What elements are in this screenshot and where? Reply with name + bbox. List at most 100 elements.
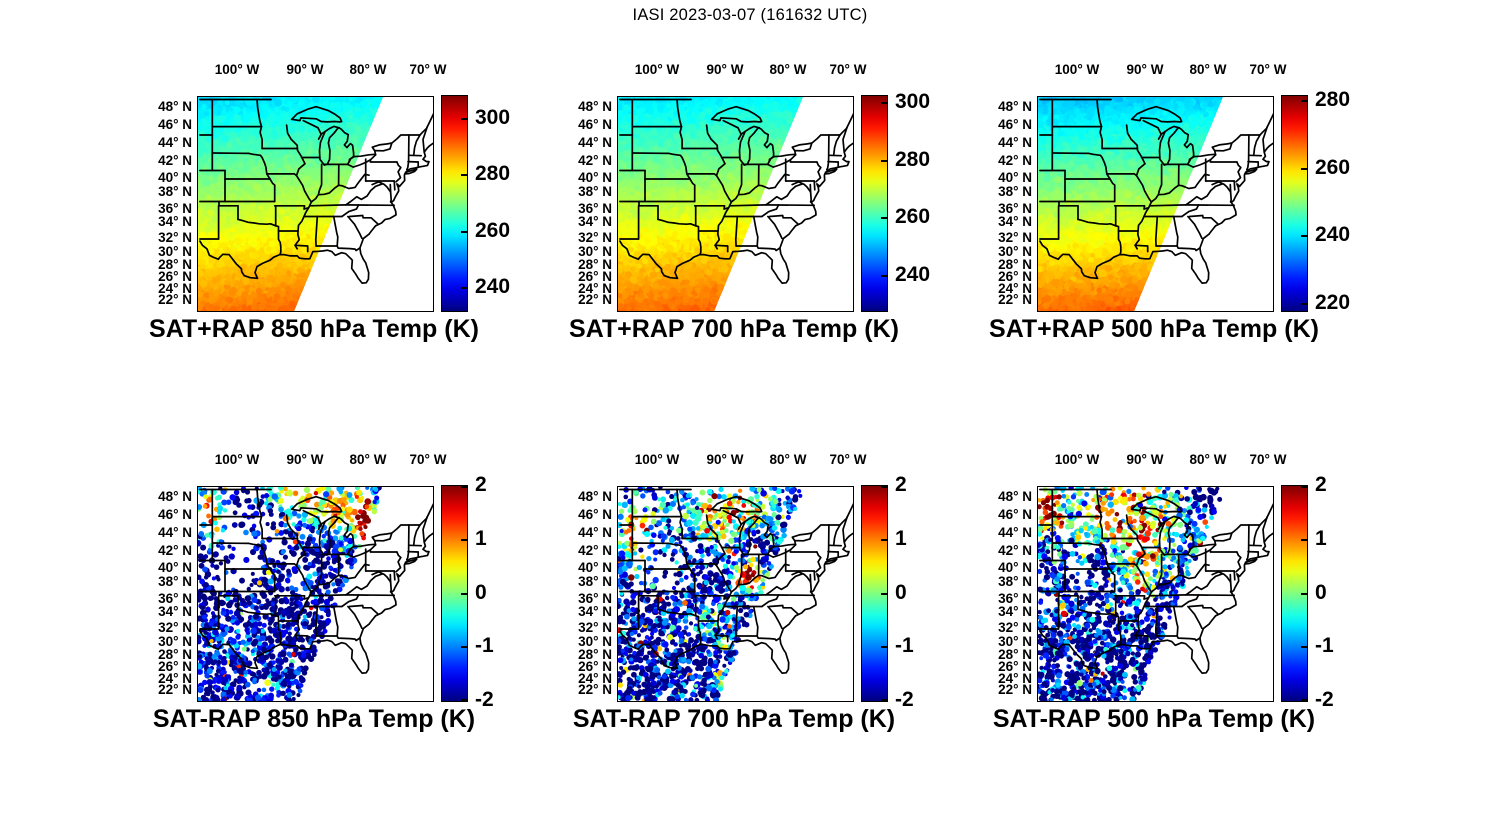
y-tick-label: 32° N (578, 620, 612, 635)
y-tick-label: 38° N (578, 574, 612, 589)
colorbar-tick-mark (881, 538, 887, 541)
y-tick-label: 46° N (578, 117, 612, 132)
x-tick-label: 80° W (769, 452, 807, 467)
y-tick-label: 46° N (158, 507, 192, 522)
y-tick-label: 28° N (998, 647, 1032, 662)
y-tick-label: 48° N (998, 489, 1032, 504)
colorbar-tick-label: 260 (475, 218, 511, 242)
x-tick-label: 80° W (349, 452, 387, 467)
y-tick-label: 34° N (578, 604, 612, 619)
y-tick-label: 32° N (578, 230, 612, 245)
colorbar-tick-mark (881, 592, 887, 595)
colorbar-tick-mark (461, 486, 467, 488)
y-tick-label: 40° N (998, 170, 1032, 185)
colorbar-tick-mark (1301, 100, 1307, 103)
y-tick-label: 48° N (158, 99, 192, 114)
y-tick-label: 22° N (998, 682, 1032, 697)
panel-sum-700: 100° W 90° W 80° W 70° W 48° N 46° N 44° N 42° … (550, 55, 950, 385)
state-boundaries (199, 98, 433, 284)
y-tick-label: 24° N (998, 671, 1032, 686)
y-tick-label: 24° N (158, 671, 192, 686)
x-tick-label: 90° W (706, 452, 744, 467)
colorbar-tick-label: 0 (1315, 580, 1327, 604)
colorbar-tick-label: 280 (1315, 88, 1351, 112)
y-tick-label: 28° N (998, 257, 1032, 272)
y-tick-label: 40° N (158, 170, 192, 185)
x-tick-label: 100° W (1054, 62, 1100, 77)
y-tick-label: 44° N (578, 525, 612, 540)
y-tick-label: 42° N (578, 543, 612, 558)
y-tick-label: 32° N (158, 230, 192, 245)
colorbar-tick-mark (461, 699, 467, 701)
y-tick-label: 26° N (998, 659, 1032, 674)
y-tick-label: 30° N (578, 244, 612, 259)
y-tick-label: 42° N (158, 153, 192, 168)
y-tick-label: 26° N (578, 269, 612, 284)
y-tick-label: 30° N (578, 634, 612, 649)
y-tick-label: 38° N (158, 184, 192, 199)
colorbar-tick-mark (881, 217, 887, 220)
colorbar (861, 485, 888, 702)
y-tick-label: 28° N (578, 647, 612, 662)
colorbar-tick-mark (1301, 699, 1307, 701)
colorbar-tick-mark (1301, 538, 1307, 541)
colorbar-tick-mark (461, 174, 467, 177)
colorbar-tick-label: 240 (1315, 223, 1351, 247)
panel-title: SAT-RAP 850 hPa Temp (K) (152, 705, 476, 733)
colorbar-tick-mark (881, 159, 887, 162)
y-tick-label: 42° N (158, 543, 192, 558)
panel-title: SAT+RAP 500 hPa Temp (K) (989, 315, 1319, 343)
x-tick-label: 100° W (214, 452, 260, 467)
colorbar-tick-label: -2 (895, 688, 914, 711)
colorbar-tick-label: -1 (895, 634, 914, 658)
colorbar-tick-label: 260 (1315, 155, 1351, 179)
y-tick-label: 46° N (158, 117, 192, 132)
temperature-field-layer (198, 97, 433, 311)
y-tick-label: 28° N (158, 257, 192, 272)
y-tick-label: 40° N (578, 170, 612, 185)
panel-title: SAT-RAP 500 hPa Temp (K) (992, 705, 1316, 733)
colorbar-tick-label: 300 (475, 105, 511, 129)
panel-diff-500: 100° W 90° W 80° W 70° W 48° N 46° N 44° N 42° … (970, 445, 1370, 775)
y-tick-label: 24° N (158, 281, 192, 296)
y-tick-label: 48° N (998, 99, 1032, 114)
colorbar-tick-label: 0 (475, 580, 487, 604)
x-tick-label: 90° W (286, 452, 324, 467)
colorbar (1281, 95, 1308, 312)
colorbar (1281, 485, 1308, 702)
x-tick-label: 90° W (286, 62, 324, 77)
colorbar-tick-mark (1301, 646, 1307, 649)
y-tick-label: 26° N (998, 269, 1032, 284)
colorbar-tick-mark (461, 230, 467, 233)
colorbar-tick-mark (881, 101, 887, 104)
colorbar-tick-label: 2 (475, 473, 487, 496)
state-boundaries (619, 98, 853, 284)
y-tick-label: 40° N (578, 560, 612, 575)
y-tick-label: 30° N (998, 244, 1032, 259)
y-tick-label: 36° N (998, 201, 1032, 216)
state-boundaries (199, 488, 433, 674)
y-tick-label: 38° N (998, 184, 1032, 199)
y-tick-label: 30° N (158, 244, 192, 259)
x-tick-label: 80° W (1189, 62, 1227, 77)
y-tick-label: 38° N (158, 574, 192, 589)
y-tick-label: 38° N (578, 184, 612, 199)
colorbar-tick-mark (881, 275, 887, 278)
y-tick-label: 26° N (158, 659, 192, 674)
y-tick-label: 22° N (158, 292, 192, 307)
y-tick-label: 28° N (158, 647, 192, 662)
x-tick-label: 100° W (634, 62, 680, 77)
x-tick-label: 90° W (1126, 452, 1164, 467)
y-tick-label: 36° N (578, 591, 612, 606)
y-tick-label: 34° N (998, 604, 1032, 619)
colorbar-tick-label: 260 (895, 205, 931, 229)
state-boundaries (1039, 98, 1273, 284)
map-frame (197, 96, 434, 312)
map-frame (617, 96, 854, 312)
x-tick-label: 70° W (1249, 452, 1287, 467)
colorbar-tick-label: 300 (895, 89, 931, 113)
difference-scatter-layer (198, 487, 433, 701)
colorbar-tick-label: 1 (1315, 526, 1327, 550)
y-tick-label: 46° N (578, 507, 612, 522)
y-tick-label: 42° N (998, 153, 1032, 168)
